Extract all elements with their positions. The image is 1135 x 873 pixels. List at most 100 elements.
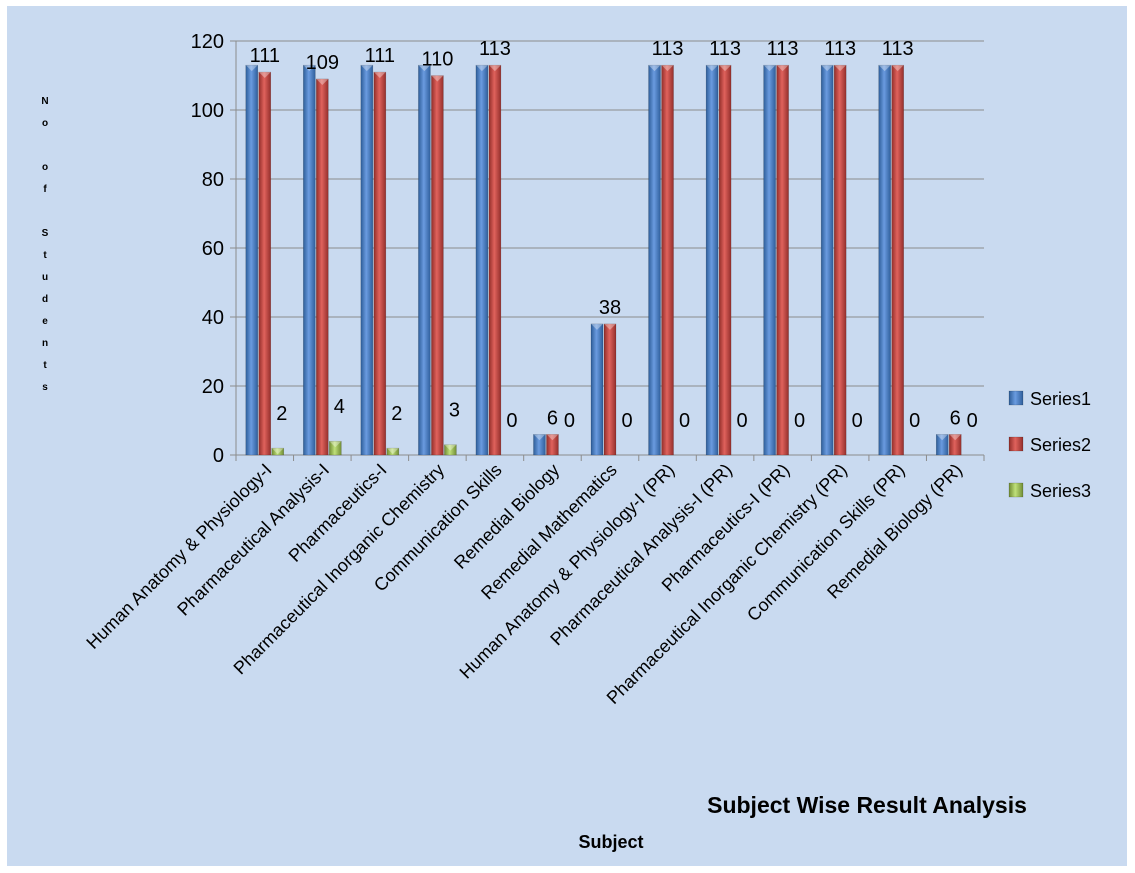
bar-cap — [706, 65, 719, 72]
data-label-series2: 113 — [767, 38, 799, 60]
y-axis-label-char: o — [42, 118, 48, 129]
bar-cap — [776, 65, 789, 72]
bar-cap — [271, 448, 284, 455]
bar-cap — [431, 75, 444, 82]
y-axis-label-char: d — [42, 294, 48, 305]
legend-swatch-series2 — [1008, 436, 1024, 452]
y-axis-label-char: S — [42, 228, 49, 239]
bar-series2-6 — [603, 323, 617, 456]
data-label-series2: 111 — [250, 45, 280, 67]
data-label-series2: 113 — [882, 38, 914, 60]
legend: Series1 Series2 Series3 — [1008, 389, 1091, 501]
data-label-series2: 113 — [652, 38, 684, 60]
data-label-series3: 0 — [909, 410, 920, 432]
bar-series3-1 — [329, 440, 342, 456]
data-label-series3: 0 — [621, 410, 632, 432]
bar-cap — [661, 65, 674, 72]
bar-series1-0 — [245, 64, 259, 456]
y-tick-labels: 0 20 40 60 80 100 120 — [191, 31, 224, 467]
bar-cap — [303, 65, 316, 72]
y-axis-label-char: u — [42, 272, 48, 283]
y-tick-label: 120 — [191, 31, 224, 53]
bar-cap — [604, 323, 616, 330]
legend-swatch-series1 — [1008, 390, 1024, 406]
bar-series2-4 — [488, 64, 502, 456]
bar-cap — [821, 65, 834, 72]
bar-cap — [373, 72, 386, 79]
data-label-series2: 6 — [547, 407, 558, 429]
y-axis-label-char: n — [42, 338, 48, 349]
bar-series2-3 — [431, 75, 444, 456]
data-labels: 111 109 111 110 113 6 38 113 113 113 113 113 6 2 4 2 3 0 0… — [250, 38, 978, 432]
bar-series1-9 — [763, 64, 776, 456]
bar-series2-12 — [948, 434, 962, 456]
bar-series1-4 — [475, 64, 489, 456]
bar-series1-1 — [303, 64, 316, 456]
data-label-series3: 0 — [967, 410, 978, 432]
data-label-series2: 6 — [950, 407, 961, 429]
gridlines — [230, 40, 984, 387]
bar-cap — [329, 441, 342, 448]
bar-series3-2 — [386, 447, 400, 456]
bar-cap — [949, 434, 962, 441]
bar-series1-7 — [648, 64, 661, 456]
data-label-series2: 111 — [365, 45, 395, 67]
bar-cap — [878, 65, 891, 72]
data-label-series3: 0 — [679, 410, 690, 432]
data-label-series2: 113 — [479, 38, 511, 60]
bar-cap — [444, 444, 457, 451]
y-tick-label: 60 — [202, 238, 224, 260]
bar-series1-12 — [935, 434, 949, 456]
data-label-series3: 2 — [391, 403, 402, 425]
x-axis-label: Subject — [578, 832, 643, 852]
bar-series1-2 — [360, 64, 374, 456]
bar-series2-0 — [258, 71, 272, 456]
bar-cap — [546, 434, 559, 441]
bar-series1-6 — [590, 323, 604, 456]
bar-cap — [591, 323, 603, 330]
bar-cap — [258, 72, 271, 79]
data-label-series3: 0 — [794, 410, 805, 432]
bar-series1-10 — [820, 64, 834, 456]
bar-series2-8 — [718, 64, 732, 456]
data-label-series3: 0 — [737, 410, 748, 432]
bar-cap — [418, 65, 431, 72]
x-category-label: Human Anatomy & Physiology-I (PR) — [456, 460, 679, 683]
bar-series1-8 — [705, 64, 719, 456]
data-label-series3: 2 — [276, 403, 287, 425]
chart-title: Subject Wise Result Analysis — [707, 792, 1027, 818]
bar-cap — [763, 65, 776, 72]
data-label-series2: 110 — [421, 49, 453, 71]
y-axis-label-char: t — [43, 250, 47, 261]
x-category-labels: Human Anatomy & Physiology-IPharmaceutic… — [82, 460, 966, 708]
bar-series3-3 — [444, 444, 457, 456]
chart-area: 111 109 111 110 113 6 38 113 113 113 113 113 6 2 4 2 3 0 0… — [7, 6, 1127, 866]
bar-series2-7 — [661, 64, 674, 456]
y-axis-label-char: f — [43, 184, 47, 195]
x-category-label: Pharmaceutical Inorganic Chemistry — [230, 460, 449, 679]
y-axis-label-char: e — [42, 316, 48, 327]
bar-cap — [245, 65, 258, 72]
data-label-series2: 113 — [824, 38, 856, 60]
data-label-series3: 0 — [506, 410, 517, 432]
x-category-label: Pharmaceutics-I — [285, 460, 391, 566]
legend-label-series2: Series2 — [1030, 435, 1091, 455]
bar-series2-11 — [891, 64, 904, 456]
y-axis-label-char: N — [41, 96, 48, 107]
y-tick-label: 100 — [191, 100, 224, 122]
bar-cap — [533, 434, 546, 441]
bar-series1-3 — [418, 64, 431, 456]
data-label-series2: 38 — [599, 297, 621, 319]
bar-series3-0 — [271, 447, 285, 456]
y-axis-label-char: o — [42, 162, 48, 173]
data-label-series3: 0 — [564, 410, 575, 432]
bar-cap — [834, 65, 847, 72]
y-axis-label-char: s — [42, 382, 48, 393]
bar-cap — [386, 448, 399, 455]
bar-cap — [488, 65, 501, 72]
bar-cap — [936, 434, 949, 441]
data-label-series3: 3 — [449, 400, 460, 422]
bar-cap — [891, 65, 904, 72]
